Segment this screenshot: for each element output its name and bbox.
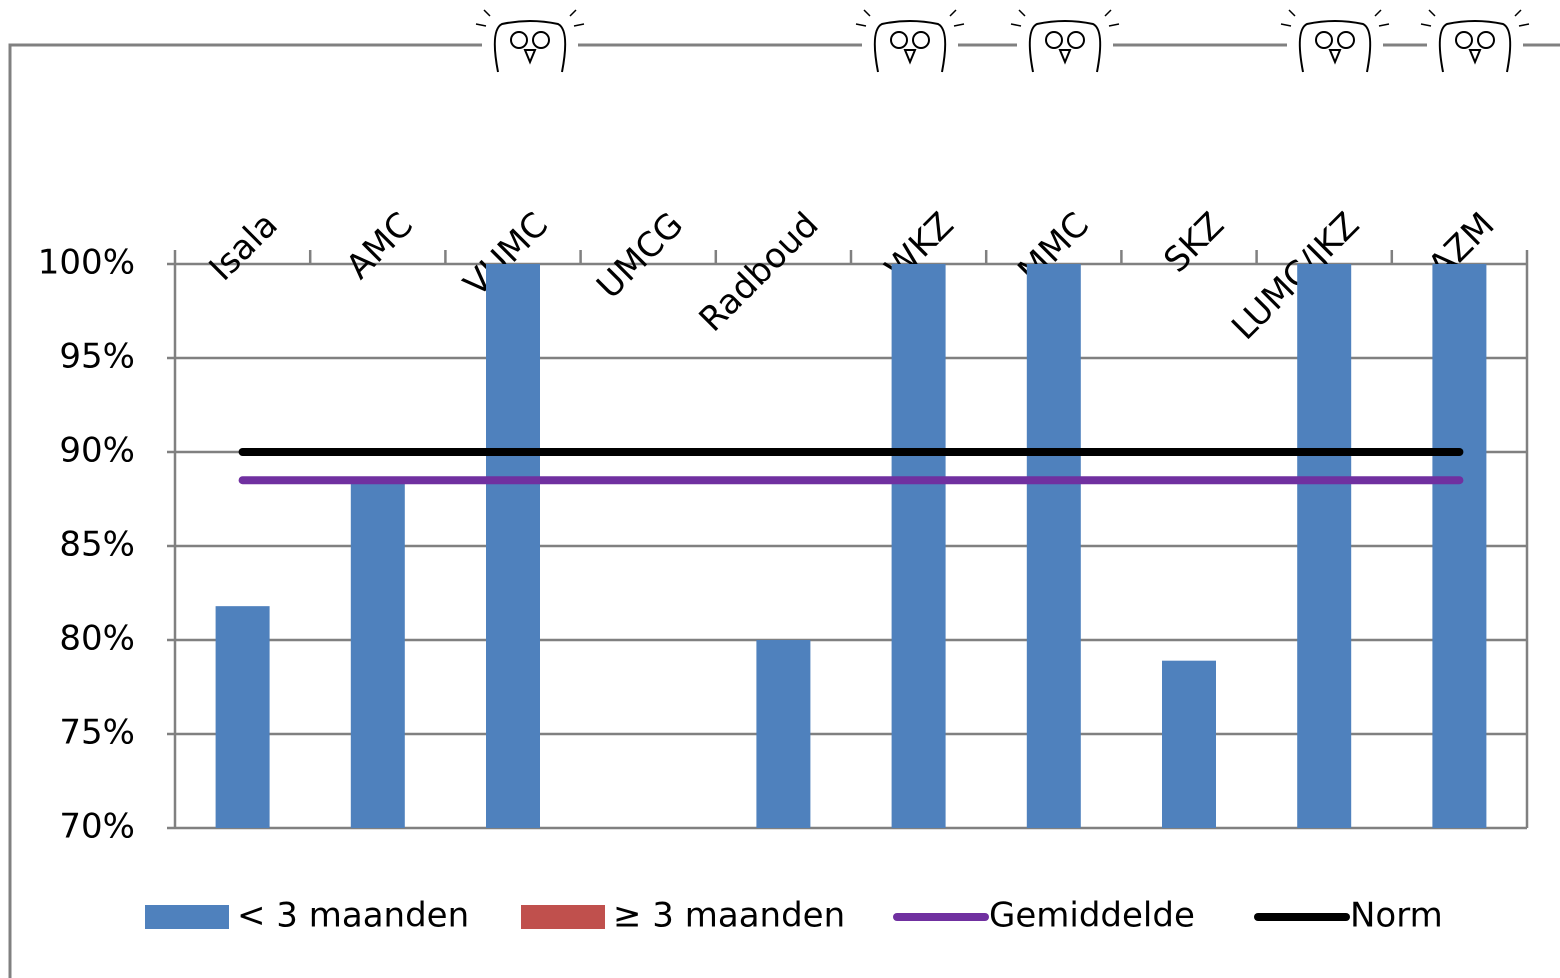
bar	[350, 483, 405, 828]
bar	[1026, 264, 1081, 828]
owl-eye	[532, 31, 550, 49]
owl-eye	[890, 31, 908, 49]
x-tick-label: UMCG	[589, 205, 691, 307]
bar	[1162, 660, 1216, 828]
owl-beak	[523, 49, 537, 65]
owl-body	[1298, 20, 1372, 73]
legend-label: Norm	[1350, 896, 1443, 936]
owl-eye	[1477, 31, 1495, 49]
owl-eye	[510, 31, 528, 49]
owl-beak	[1468, 49, 1482, 65]
owl-beak	[1328, 49, 1342, 65]
owl-body	[1028, 20, 1102, 73]
legend-swatch	[521, 905, 605, 929]
y-tick-label: 85%	[59, 525, 135, 565]
bar	[1432, 264, 1487, 828]
y-tick-label: 80%	[59, 619, 135, 659]
y-tick-label: 90%	[59, 431, 135, 471]
legend-label: < 3 maanden	[237, 896, 469, 936]
bar	[486, 264, 540, 828]
owl-eye	[912, 31, 930, 49]
owl-beak	[903, 49, 917, 65]
y-tick-label: 95%	[59, 337, 135, 377]
x-tick-label: Radboud	[692, 205, 827, 340]
y-tick-label: 100%	[38, 243, 135, 283]
owl-eye	[1315, 31, 1333, 49]
owl-beak	[1058, 49, 1072, 65]
owl-rays	[1280, 9, 1390, 27]
legend-label: Gemiddelde	[989, 896, 1195, 936]
y-tick-label: 70%	[59, 807, 135, 847]
x-tick-label: AMC	[339, 205, 421, 287]
y-tick-label: 75%	[59, 713, 135, 753]
owl-rays	[1420, 9, 1530, 27]
owl-rays	[475, 9, 585, 27]
legend-swatch	[145, 905, 229, 929]
bar	[215, 606, 270, 828]
bar	[891, 264, 946, 828]
owl-eye	[1455, 31, 1473, 49]
owl-rays	[855, 9, 965, 27]
x-tick-label: Isala	[202, 205, 286, 289]
legend-label: ≥ 3 maanden	[613, 896, 845, 936]
owl-body	[493, 20, 567, 73]
owl-body	[873, 20, 947, 73]
owl-eye	[1045, 31, 1063, 49]
bar	[756, 640, 811, 828]
owl-eye	[1337, 31, 1355, 49]
owl-eye	[1067, 31, 1085, 49]
x-tick-label: SKZ	[1156, 205, 1232, 281]
bar	[1297, 264, 1352, 828]
owl-rays	[1010, 9, 1120, 27]
owl-icons	[475, 9, 1530, 73]
owl-body	[1438, 20, 1512, 73]
